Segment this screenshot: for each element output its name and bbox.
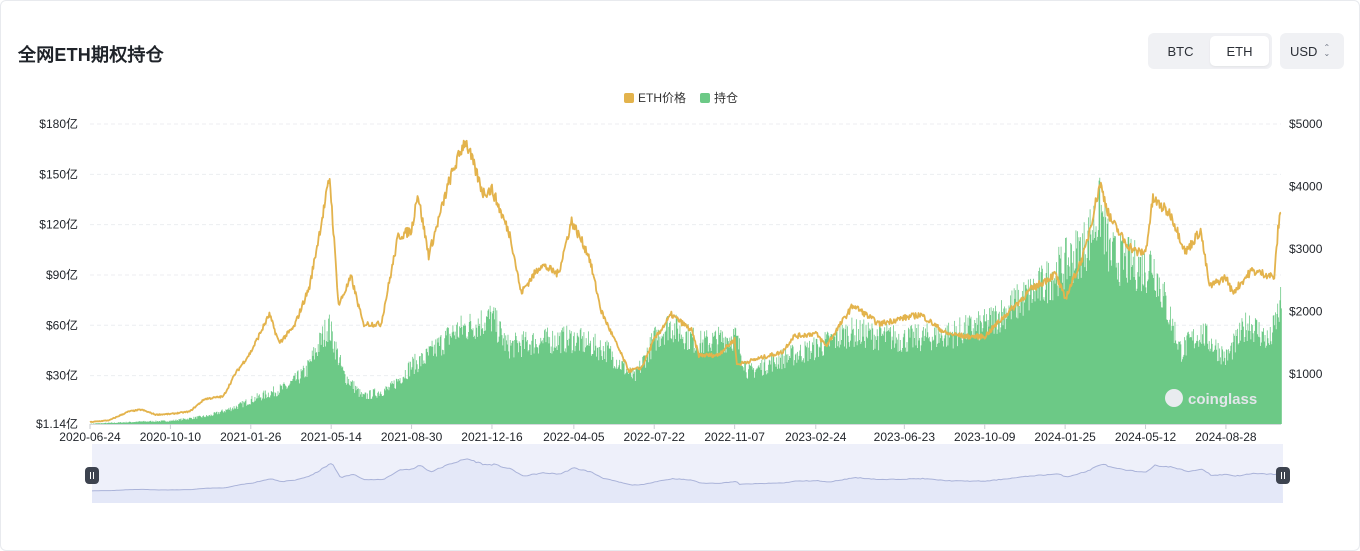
left-axis-tick: $150亿 [39,166,78,181]
x-axis-tick: 2024-01-25 [1034,430,1096,444]
grid-lines [90,123,1281,425]
watermark-logo-icon [1165,389,1183,407]
x-axis-tick: 2024-05-12 [1115,430,1177,444]
left-axis-tick: $120亿 [39,217,78,232]
right-axis-tick: $4000 [1289,180,1323,194]
navigator-line [91,458,1283,492]
left-axis-tick: $30亿 [46,368,78,383]
left-axis: $1.14亿 $30亿 $60亿 $90亿 $120亿 $150亿 $180亿 [36,116,78,431]
right-axis-tick: $5000 [1289,117,1323,131]
right-axis-tick: $1000 [1289,367,1323,381]
x-axis-tick: 2021-08-30 [381,430,443,444]
x-axis-tick: 2022-07-22 [624,430,686,444]
chart-legend: ETH价格 持仓 [1,89,1360,106]
currency-select[interactable]: USD ⌃ ⌄ [1280,33,1344,69]
x-axis-tick: 2022-04-05 [543,430,605,444]
x-axis-tick: 2020-06-24 [59,430,121,444]
handle-grip[interactable] [1276,467,1290,484]
x-axis-tick: 2023-06-23 [874,430,936,444]
left-axis-tick: $1.14亿 [36,416,78,431]
price-series-line [89,139,1282,424]
navigator-handle-left[interactable] [85,467,99,484]
watermark-text: coinglass [1188,391,1257,408]
legend-swatch-price [623,92,634,103]
right-axis-tick: $2000 [1289,305,1323,319]
x-axis-tick: 2020-10-10 [140,430,202,444]
left-axis-tick: $60亿 [46,317,78,332]
legend-swatch-oi [700,92,710,103]
price-line [89,139,1282,424]
x-axis-tick: 2023-10-09 [954,430,1016,444]
legend-item-price[interactable]: ETH价格 [623,89,686,106]
right-axis: $1000 $2000 $3000 $4000 $5000 [1289,117,1323,381]
x-axis-tick: 2021-01-26 [220,430,282,444]
oi-bars [90,177,1282,424]
x-axis: 2020-06-24 2020-10-10 2021-01-26 2021-05-14… [59,424,1257,444]
asset-eth-button[interactable]: ETH [1210,36,1269,66]
range-navigator[interactable] [85,444,1290,503]
legend-item-oi[interactable]: 持仓 [700,89,738,106]
oi-bar [90,177,1282,424]
chevron-updown-icon: ⌃ ⌄ [1323,43,1331,58]
asset-toggle: BTC ETH [1148,33,1272,69]
navigator-area [92,458,1283,503]
navigator-handle-right[interactable] [1276,467,1290,484]
x-axis-tick: 2022-11-07 [704,430,765,444]
watermark: coinglass [1165,389,1257,408]
legend-label-price: ETH价格 [637,91,686,105]
x-axis-tick: 2021-05-14 [300,430,362,444]
left-axis-tick: $180亿 [39,116,78,131]
x-axis-tick: 2021-12-16 [461,430,523,444]
currency-value: USD [1290,43,1318,59]
x-axis-tick: 2023-02-24 [785,430,847,444]
x-axis-tick: 2024-08-28 [1195,430,1257,444]
right-axis-tick: $3000 [1289,242,1323,256]
handle-grip[interactable] [85,467,99,484]
page-title: 全网ETH期权持仓 [18,45,164,65]
left-axis-tick: $90亿 [46,267,78,282]
asset-btc-button[interactable]: BTC [1167,43,1194,59]
legend-label-oi: 持仓 [714,91,739,105]
